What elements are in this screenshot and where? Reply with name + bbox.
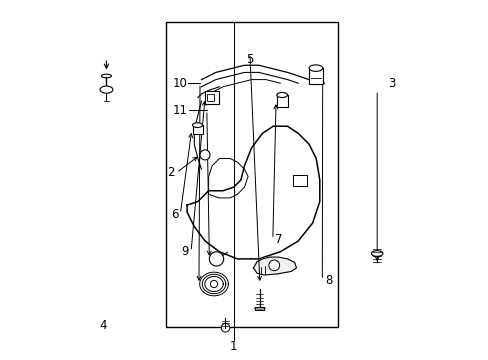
Bar bbox=[206, 94, 214, 101]
Ellipse shape bbox=[100, 86, 113, 93]
Text: 9: 9 bbox=[181, 245, 189, 258]
Bar bbox=[192, 125, 202, 134]
Bar bbox=[165, 22, 337, 327]
Ellipse shape bbox=[101, 74, 111, 78]
Circle shape bbox=[268, 260, 279, 271]
Bar bbox=[255, 307, 264, 310]
Circle shape bbox=[221, 323, 229, 332]
Polygon shape bbox=[253, 257, 296, 275]
Ellipse shape bbox=[254, 307, 265, 309]
Ellipse shape bbox=[276, 93, 287, 98]
Text: 11: 11 bbox=[172, 104, 187, 117]
Ellipse shape bbox=[308, 65, 322, 71]
Bar bbox=[276, 95, 287, 107]
Text: 5: 5 bbox=[245, 53, 253, 66]
Bar bbox=[292, 175, 306, 186]
Bar bbox=[204, 91, 219, 104]
Text: 7: 7 bbox=[274, 233, 282, 246]
Ellipse shape bbox=[192, 123, 202, 127]
Circle shape bbox=[200, 150, 210, 160]
Circle shape bbox=[209, 252, 223, 266]
Text: 10: 10 bbox=[172, 77, 187, 90]
Text: 3: 3 bbox=[387, 77, 394, 90]
Text: 1: 1 bbox=[229, 340, 237, 353]
Text: 8: 8 bbox=[325, 274, 332, 287]
Text: 4: 4 bbox=[99, 319, 106, 332]
Text: 6: 6 bbox=[170, 208, 178, 221]
Bar bbox=[308, 68, 322, 84]
Ellipse shape bbox=[371, 251, 382, 256]
Text: 2: 2 bbox=[167, 166, 174, 179]
Circle shape bbox=[210, 280, 217, 288]
